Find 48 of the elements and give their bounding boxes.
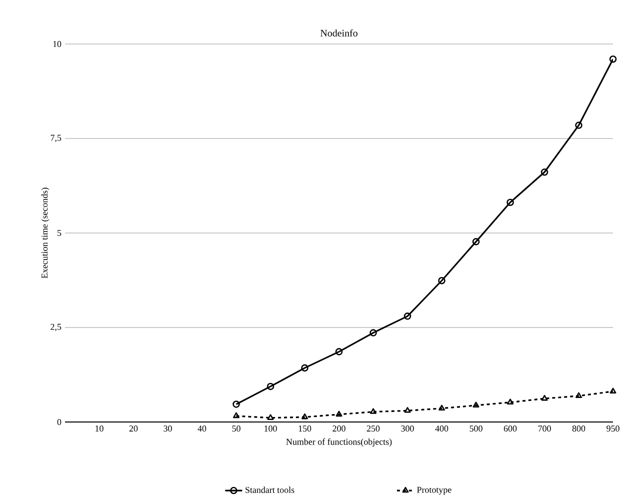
point [336, 410, 342, 417]
y-tick-label: 2,5 [50, 324, 62, 332]
point [506, 198, 514, 206]
y-tick-label: 7,5 [50, 134, 62, 142]
x-tick-label: 500 [470, 426, 482, 432]
chart-title: Nodeinfo [320, 29, 358, 36]
point [438, 276, 446, 284]
point [610, 388, 616, 394]
x-tick-label: 600 [504, 426, 517, 432]
x-tick-label: 950 [606, 426, 620, 432]
point [438, 404, 445, 411]
x-tick-label: 250 [366, 426, 380, 432]
x-tick-label: 700 [538, 426, 551, 432]
point [301, 364, 308, 372]
point [472, 238, 480, 246]
x-tick-label: 800 [572, 426, 586, 432]
legend-label: Prototype [417, 486, 452, 495]
point [267, 414, 274, 420]
y-tick-label: 5 [58, 230, 62, 236]
point [575, 122, 582, 129]
x-tick-label: 200 [332, 426, 346, 432]
x-tick-label: 400 [435, 426, 448, 432]
y-axis-title: Execution time (seconds) [41, 188, 50, 278]
point [472, 402, 480, 408]
x-tick-label: 40 [198, 426, 206, 432]
point [266, 382, 274, 390]
legend-label: Standart tools [246, 486, 294, 493]
x-tick-label: 300 [401, 426, 414, 432]
y-tick-label: 0 [57, 418, 62, 426]
x-tick-label: 30 [164, 426, 172, 432]
x-tick-label: 50 [232, 426, 240, 432]
x-tick-label: 100 [264, 426, 277, 432]
point [370, 329, 377, 336]
point [302, 413, 308, 420]
point [507, 398, 514, 404]
point [540, 168, 548, 176]
point [233, 412, 240, 418]
y-tick-label: 10 [53, 40, 62, 48]
point [404, 407, 411, 413]
point [576, 392, 582, 398]
x-tick-label: 20 [129, 426, 138, 432]
point [404, 312, 412, 320]
point [335, 348, 343, 356]
point [541, 394, 548, 401]
x-tick-label: 10 [96, 426, 104, 432]
point [370, 408, 376, 414]
x-axis-title: Number of functions(objects) [286, 438, 392, 447]
x-tick-label: 150 [298, 426, 312, 432]
